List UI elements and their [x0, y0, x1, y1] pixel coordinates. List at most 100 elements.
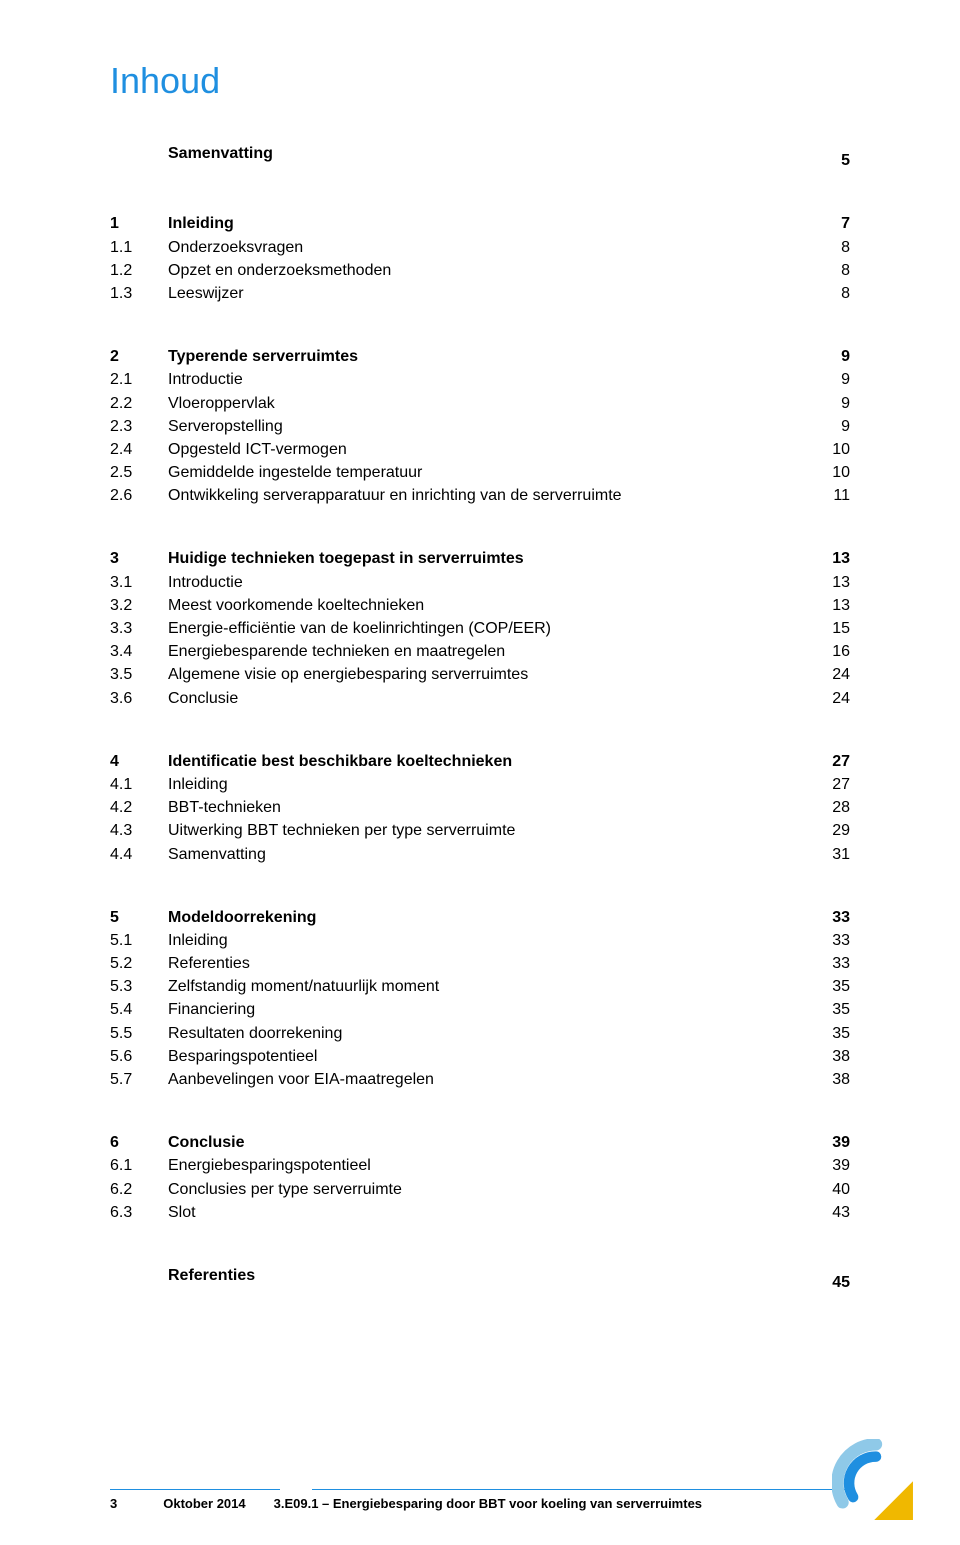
- toc-row: 4Identificatie best beschikbare koeltech…: [110, 750, 850, 773]
- toc-entry-number: 3.6: [110, 687, 168, 710]
- toc-row-left: 5.1Inleiding: [110, 929, 228, 952]
- toc-row: Referenties 45: [110, 1264, 850, 1294]
- toc-row: 6.1Energiebesparingspotentieel39: [110, 1154, 850, 1177]
- toc-section: Samenvatting 5: [110, 142, 850, 172]
- toc-entry-page: 33: [832, 929, 850, 952]
- toc-row: 3.3Energie-efficiëntie van de koelinrich…: [110, 617, 850, 640]
- toc-row: 5.3Zelfstandig moment/natuurlijk moment3…: [110, 975, 850, 998]
- toc-row-left: 1.1Onderzoeksvragen: [110, 236, 303, 259]
- toc-entry-number: 3.1: [110, 571, 168, 594]
- toc-entry-label: Slot: [168, 1201, 196, 1224]
- toc-entry-page: 39: [832, 1154, 850, 1177]
- footer-doc-ref: 3.E09.1 – Energiebesparing door BBT voor…: [274, 1496, 702, 1511]
- toc-entry-label: Samenvatting: [168, 843, 266, 866]
- toc-row-left: 4.1Inleiding: [110, 773, 228, 796]
- toc-row-left: 4.2BBT-technieken: [110, 796, 281, 819]
- toc-entry-label: Serveropstelling: [168, 415, 283, 438]
- toc-entry-label: Ontwikkeling serverapparatuur en inricht…: [168, 484, 622, 507]
- toc-entry-label: Conclusies per type serverruimte: [168, 1178, 402, 1201]
- toc-entry-number: 2.1: [110, 368, 168, 391]
- toc-entry-label: Energie-efficiëntie van de koelinrichtin…: [168, 617, 551, 640]
- toc-entry-number: 5.5: [110, 1022, 168, 1045]
- footer-date: Oktober 2014: [163, 1496, 245, 1511]
- toc-row-left: 5.4Financiering: [110, 998, 255, 1021]
- toc-entry-page: 7: [841, 212, 850, 235]
- toc-entry-number: 3.4: [110, 640, 168, 663]
- toc-entry-number: 5.6: [110, 1045, 168, 1068]
- toc-row-left: 3.3Energie-efficiëntie van de koelinrich…: [110, 617, 551, 640]
- toc-row: 3.6Conclusie24: [110, 687, 850, 710]
- toc-row: 4.4Samenvatting31: [110, 843, 850, 866]
- toc-row: 3.4Energiebesparende technieken en maatr…: [110, 640, 850, 663]
- toc-row: 5Modeldoorrekening33: [110, 906, 850, 929]
- toc-container: Samenvatting51Inleiding71.1Onderzoeksvra…: [110, 142, 850, 1294]
- toc-entry-page: 9: [841, 368, 850, 391]
- toc-entry-page: 27: [832, 750, 850, 773]
- toc-entry-page: 38: [832, 1068, 850, 1091]
- toc-row: 2.5Gemiddelde ingestelde temperatuur10: [110, 461, 850, 484]
- toc-entry-label: Referenties: [168, 1264, 255, 1287]
- page: Inhoud Samenvatting51Inleiding71.1Onderz…: [0, 0, 960, 1545]
- toc-entry-number: 3: [110, 547, 168, 570]
- toc-row: 6Conclusie39: [110, 1131, 850, 1154]
- toc-section: 5Modeldoorrekening335.1Inleiding 33 5.2Ref…: [110, 906, 850, 1092]
- toc-entry-number: 1: [110, 212, 168, 235]
- toc-row-left: 6.3Slot: [110, 1201, 196, 1224]
- toc-entry-label: Besparingspotentieel: [168, 1045, 317, 1068]
- toc-row-left: 2.6Ontwikkeling serverapparatuur en inri…: [110, 484, 622, 507]
- footer-logo-icon: [832, 1439, 920, 1527]
- footer-rules: [110, 1489, 850, 1491]
- toc-row: 2.3Serveropstelling9: [110, 415, 850, 438]
- toc-entry-number: 5.7: [110, 1068, 168, 1091]
- toc-row-left: 5.5Resultaten doorrekening: [110, 1022, 342, 1045]
- toc-row-left: 5.2Referenties: [110, 952, 250, 975]
- toc-entry-page: 9: [841, 415, 850, 438]
- toc-row-left: 2.5Gemiddelde ingestelde temperatuur: [110, 461, 422, 484]
- toc-entry-label: Financiering: [168, 998, 255, 1021]
- toc-row-left: 5.7Aanbevelingen voor EIA-maatregelen: [110, 1068, 434, 1091]
- toc-entry-page: 33: [832, 906, 850, 929]
- toc-entry-number: 1.2: [110, 259, 168, 282]
- toc-entry-label: Introductie: [168, 571, 243, 594]
- toc-row-left: 3.4Energiebesparende technieken en maatr…: [110, 640, 505, 663]
- toc-row-left: 5.6Besparingspotentieel: [110, 1045, 317, 1068]
- toc-row-left: 1Inleiding: [110, 212, 234, 235]
- toc-entry-number: 3.5: [110, 663, 168, 686]
- toc-entry-page: 15: [832, 617, 850, 640]
- toc-entry-number: 4.4: [110, 843, 168, 866]
- toc-entry-page: 9: [841, 345, 850, 368]
- footer-page-number: 3: [110, 1496, 117, 1511]
- toc-entry-page: 45: [832, 1271, 850, 1294]
- toc-row: 1.1Onderzoeksvragen 8: [110, 236, 850, 259]
- toc-entry-page: 11: [833, 484, 850, 507]
- toc-row-left: 3.2Meest voorkomende koeltechnieken: [110, 594, 424, 617]
- toc-section: 6Conclusie396.1Energiebesparingspotentie…: [110, 1131, 850, 1224]
- toc-row: 5.7Aanbevelingen voor EIA-maatregelen 38: [110, 1068, 850, 1091]
- toc-entry-page: 8: [841, 282, 850, 305]
- toc-row: 4.1Inleiding27: [110, 773, 850, 796]
- toc-entry-label: Vloeroppervlak: [168, 392, 275, 415]
- footer-rule-left: [110, 1489, 280, 1491]
- footer-left-group: 3 Oktober 2014: [110, 1496, 246, 1511]
- toc-entry-page: 33: [832, 952, 850, 975]
- toc-row-left: 4.3Uitwerking BBT technieken per type se…: [110, 819, 515, 842]
- toc-entry-page: 35: [832, 975, 850, 998]
- toc-row-left: 6.2Conclusies per type serverruimte: [110, 1178, 402, 1201]
- toc-entry-label: BBT-technieken: [168, 796, 281, 819]
- toc-entry-label: Huidige technieken toegepast in serverru…: [168, 547, 524, 570]
- toc-entry-label: Leeswijzer: [168, 282, 244, 305]
- toc-entry-page: 5: [841, 149, 850, 172]
- toc-row-left: 4Identificatie best beschikbare koeltech…: [110, 750, 512, 773]
- toc-row-left: Samenvatting: [110, 142, 273, 165]
- toc-entry-number: 4.2: [110, 796, 168, 819]
- toc-row: Samenvatting 5: [110, 142, 850, 172]
- toc-row-left: 1.2Opzet en onderzoeksmethoden: [110, 259, 391, 282]
- toc-row: 3.1Introductie 13: [110, 571, 850, 594]
- toc-row: 6.2Conclusies per type serverruimte40: [110, 1178, 850, 1201]
- toc-entry-number: 6: [110, 1131, 168, 1154]
- toc-row: 2.2Vloeroppervlak9: [110, 392, 850, 415]
- toc-entry-page: 8: [841, 236, 850, 259]
- toc-entry-page: 13: [832, 571, 850, 594]
- logo-triangle: [874, 1481, 913, 1520]
- toc-section: 3Huidige technieken toegepast in serverr…: [110, 547, 850, 709]
